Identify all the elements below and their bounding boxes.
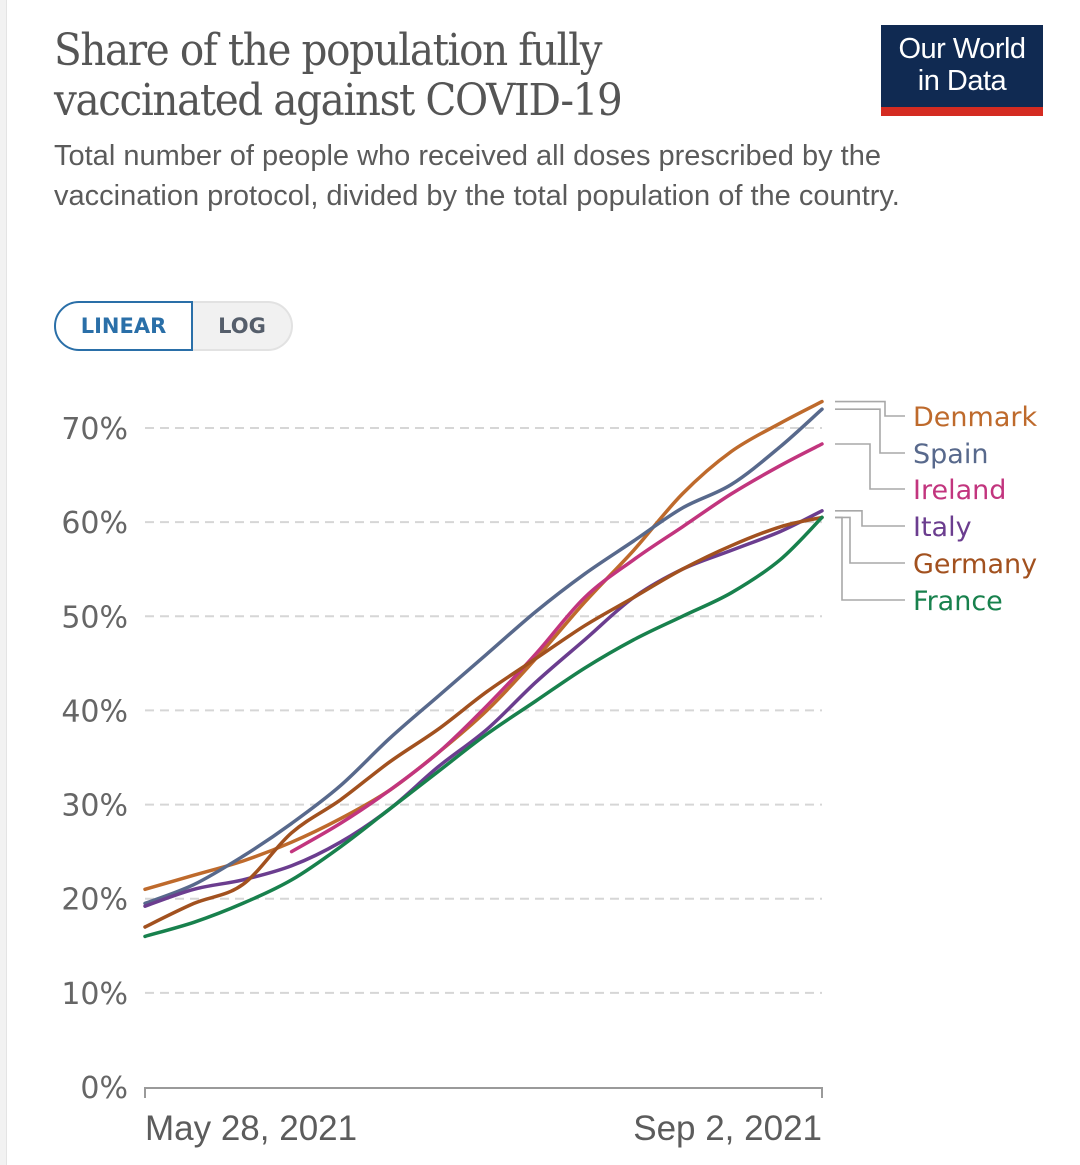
chart-title-line-1: Share of the population fully <box>54 25 603 76</box>
y-tick-label: 30% <box>61 789 128 824</box>
y-axis-ticks: 0% 10% 20% 30% 40% 50% 60% 70% <box>61 412 128 1106</box>
legend-connector-france <box>835 516 905 601</box>
legend-connector-italy <box>835 509 905 527</box>
series-line-france <box>143 515 824 939</box>
owid-logo[interactable]: Our World in Data <box>881 25 1043 116</box>
y-tick-label: 50% <box>61 600 128 635</box>
series-line-denmark <box>143 399 824 892</box>
legend-connector-germany <box>835 516 905 564</box>
x-axis: May 28, 2021 Sep 2, 2021 <box>144 1087 823 1148</box>
legend-connector-ireland <box>835 443 905 490</box>
owid-logo-line-1: Our World <box>898 33 1026 65</box>
y-tick-label: 10% <box>61 977 128 1012</box>
log-scale-button[interactable]: LOG <box>193 301 293 351</box>
series-lines <box>143 399 824 939</box>
line-chart: 0% 10% 20% 30% 40% 50% 60% 70% May 28, 2021 Sep … <box>61 399 1037 1148</box>
y-tick-label: 0% <box>80 1071 128 1106</box>
owid-logo-accent-bar <box>881 107 1043 116</box>
y-tick-label: 70% <box>61 412 128 447</box>
scale-toggle: LINEAR LOG <box>54 301 293 351</box>
series-line-italy <box>143 509 824 908</box>
chart-title: Share of the population fully vaccinated… <box>54 26 753 126</box>
legend-label-france: France <box>913 586 1003 617</box>
owid-logo-text: Our World in Data <box>881 25 1043 97</box>
legend: Denmark Spain Ireland Italy Germany France <box>835 400 1037 617</box>
chart-subtitle: Total number of people who received all … <box>54 140 900 212</box>
chart-title-line-2: vaccinated against COVID-19 <box>54 75 623 126</box>
legend-label-ireland: Ireland <box>913 475 1006 506</box>
series-line-spain <box>143 407 824 906</box>
owid-logo-line-2: in Data <box>917 65 1007 97</box>
legend-connector-spain <box>835 408 905 454</box>
x-tick-label-end: Sep 2, 2021 <box>633 1109 822 1148</box>
legend-connector-denmark <box>835 400 905 417</box>
x-tick-label-start: May 28, 2021 <box>145 1109 357 1148</box>
y-tick-label: 20% <box>61 883 128 918</box>
legend-label-italy: Italy <box>913 512 972 543</box>
linear-scale-button[interactable]: LINEAR <box>54 301 193 351</box>
page-left-edge <box>0 0 7 1165</box>
y-tick-label: 60% <box>61 506 128 541</box>
legend-label-denmark: Denmark <box>913 402 1037 433</box>
series-line-germany <box>143 515 824 929</box>
legend-label-germany: Germany <box>913 549 1037 580</box>
y-tick-label: 40% <box>61 694 128 729</box>
legend-label-spain: Spain <box>913 439 988 470</box>
series-line-ireland <box>289 442 824 854</box>
